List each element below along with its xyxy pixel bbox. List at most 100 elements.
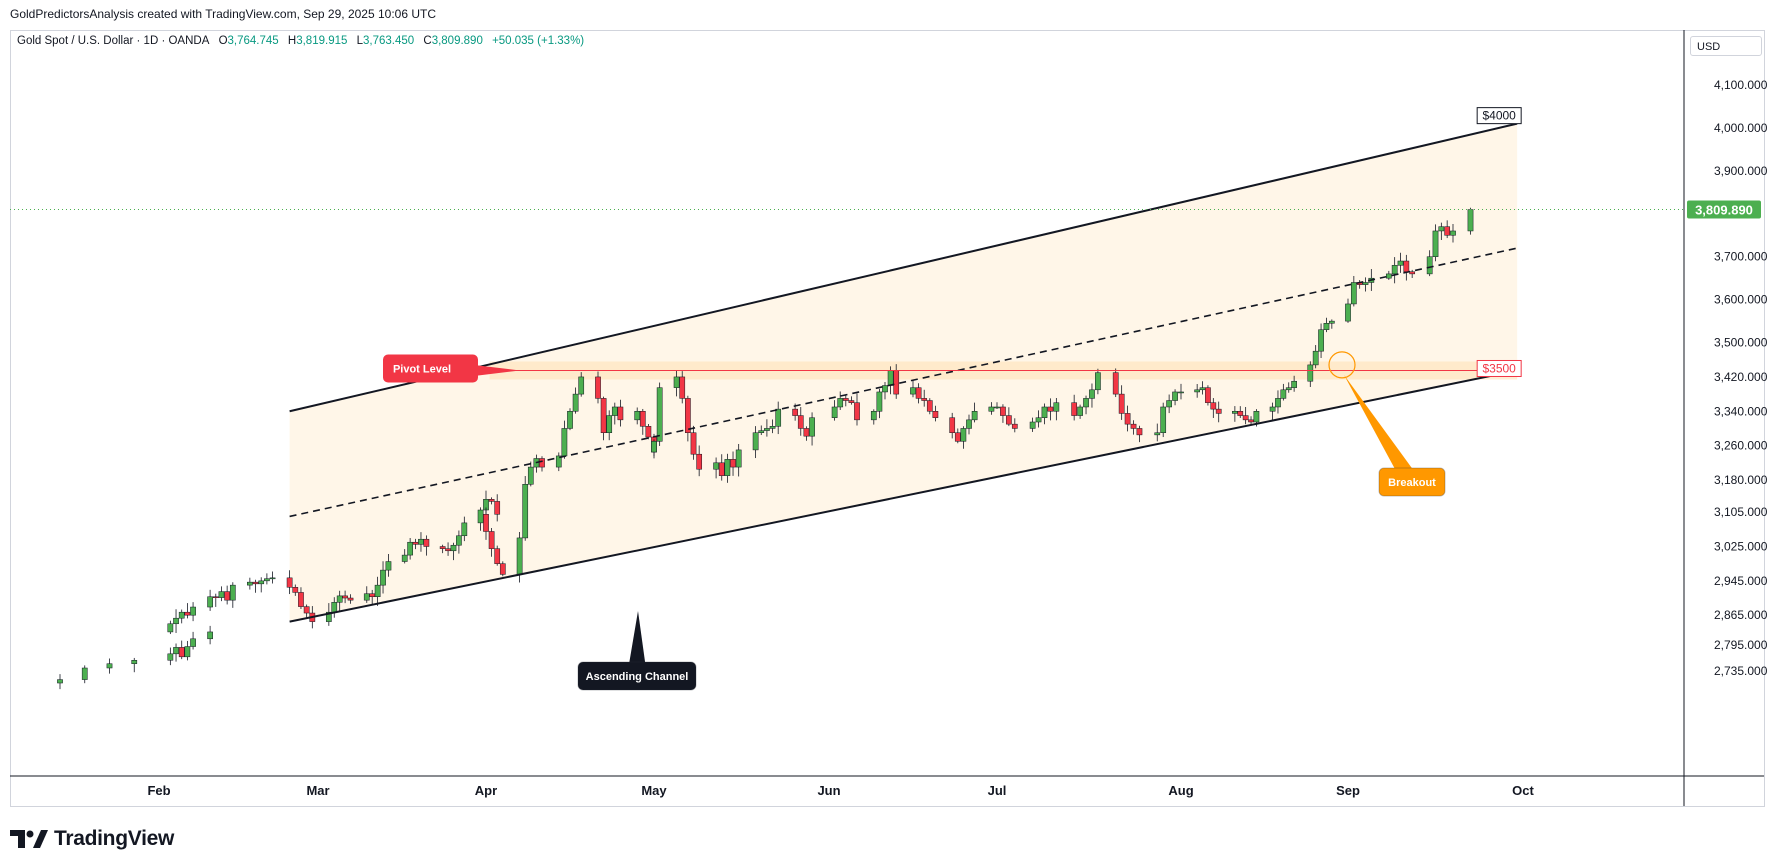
- candle: [1160, 402, 1167, 438]
- candle-body: [730, 459, 736, 468]
- candle-body: [1275, 398, 1281, 408]
- candle-body: [893, 370, 900, 395]
- candle: [837, 391, 844, 410]
- candle-body: [1205, 387, 1211, 403]
- candle-body: [718, 462, 725, 476]
- upper-price-label-text: $4000: [1482, 109, 1516, 123]
- price-tick-label: 4,100.000: [1714, 78, 1768, 92]
- candle-body: [488, 499, 495, 502]
- candle-body: [336, 595, 343, 603]
- candle: [423, 535, 430, 556]
- candle: [1307, 361, 1314, 387]
- time-tick-label: Jun: [817, 783, 840, 798]
- candle-body: [303, 606, 310, 614]
- candle-body: [445, 548, 451, 552]
- candle: [212, 593, 219, 607]
- candle-body: [1285, 387, 1292, 391]
- currency-selector[interactable]: USD: [1690, 36, 1762, 56]
- time-tick-label: May: [641, 783, 667, 798]
- candle: [190, 631, 196, 650]
- candle-body: [988, 406, 995, 412]
- candle-body: [842, 398, 849, 401]
- channel-callout[interactable]: Ascending Channel: [577, 611, 697, 691]
- candle-body: [385, 561, 392, 571]
- candle-body: [494, 501, 501, 515]
- candle: [1035, 410, 1042, 428]
- candle: [1467, 207, 1474, 235]
- candle-body: [1000, 406, 1006, 416]
- candle-body: [1269, 406, 1276, 412]
- candle-body: [363, 593, 370, 601]
- candle: [1210, 398, 1217, 418]
- candle: [809, 412, 815, 446]
- pivot-callout-text: Pivot Level: [393, 363, 451, 375]
- candle: [775, 401, 782, 435]
- candle-body: [887, 370, 894, 386]
- candle: [752, 426, 759, 459]
- candle-body: [494, 548, 501, 564]
- candle: [1237, 406, 1244, 418]
- candle: [1280, 383, 1287, 401]
- candle-body: [190, 638, 196, 647]
- candle: [1006, 407, 1012, 427]
- candle-body: [412, 541, 419, 545]
- candle: [848, 396, 855, 405]
- candle: [673, 371, 680, 397]
- price-tick-label: 2,865.000: [1714, 608, 1768, 622]
- candle: [595, 371, 601, 404]
- candle: [1318, 323, 1324, 358]
- candle: [1397, 252, 1404, 273]
- candle: [696, 445, 703, 477]
- candle: [617, 399, 624, 427]
- channel-mid-line: [289, 247, 1518, 518]
- time-tick-label: Apr: [475, 783, 497, 798]
- candle-body: [258, 580, 265, 585]
- candle-body: [1318, 329, 1324, 352]
- candle: [336, 590, 343, 611]
- breakout-marker: [1328, 351, 1356, 379]
- upper-price-label[interactable]: $4000: [1476, 107, 1522, 125]
- candle: [184, 640, 191, 661]
- high-value: 3,819.915: [296, 35, 348, 47]
- candle: [450, 542, 457, 561]
- candle: [1130, 420, 1137, 435]
- candle-body: [1385, 273, 1392, 279]
- candle: [639, 408, 646, 435]
- candle: [567, 408, 573, 431]
- candle: [606, 410, 613, 441]
- candle-body: [758, 430, 765, 433]
- pivot-price-label[interactable]: $3500: [1476, 359, 1522, 377]
- breakout-callout-text: Breakout: [1388, 477, 1436, 489]
- candle-body: [595, 376, 601, 399]
- candle-body: [1166, 400, 1172, 408]
- candle-body: [752, 432, 759, 451]
- candle: [385, 554, 392, 577]
- tradingview-logo[interactable]: TradingView: [10, 827, 174, 851]
- candle-body: [1362, 282, 1369, 285]
- candle: [1172, 389, 1178, 406]
- candle: [831, 400, 838, 421]
- candle-body: [994, 406, 1000, 409]
- candle-body: [876, 391, 883, 412]
- candle-body: [167, 623, 174, 633]
- candle-body: [809, 417, 815, 437]
- candle-body: [178, 647, 185, 658]
- pivot-callout[interactable]: Pivot Level: [383, 354, 520, 383]
- candle: [292, 584, 299, 596]
- time-tick-label: Feb: [147, 783, 170, 798]
- candle: [499, 561, 506, 577]
- candle-body: [1280, 389, 1287, 399]
- candle-body: [374, 584, 381, 597]
- candle-body: [837, 398, 844, 408]
- candle-body: [1199, 387, 1206, 391]
- candle: [1444, 220, 1451, 239]
- candle-body: [769, 426, 776, 429]
- candle-body: [539, 458, 545, 468]
- candle: [173, 643, 179, 662]
- breakout-callout[interactable]: Breakout: [1344, 374, 1446, 497]
- candle-body: [1095, 372, 1101, 391]
- candle-body: [1328, 320, 1335, 324]
- candle-body: [218, 591, 225, 598]
- candle-body: [401, 554, 408, 562]
